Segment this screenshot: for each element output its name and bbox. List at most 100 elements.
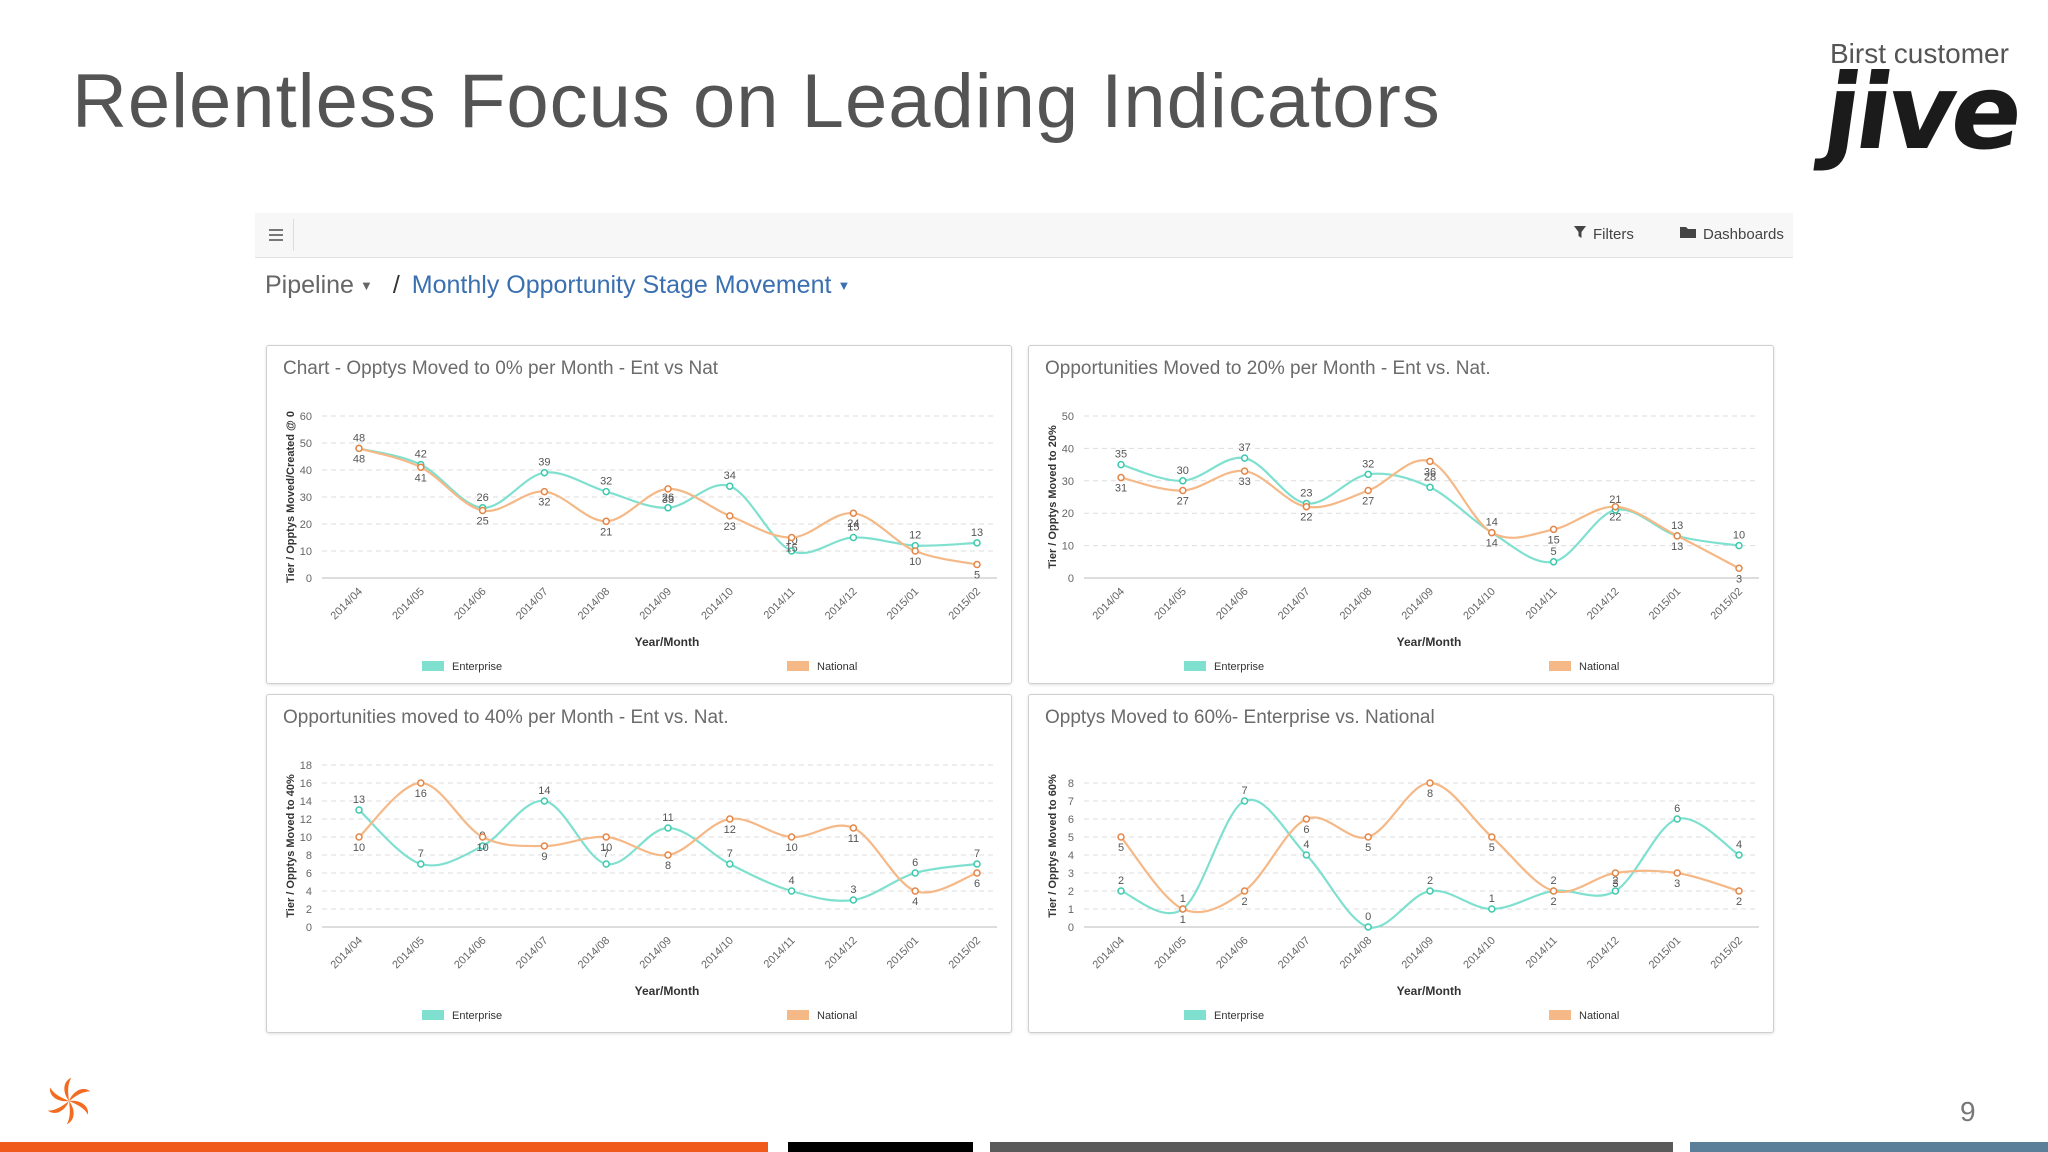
data-point	[1364, 833, 1372, 841]
data-point	[1117, 887, 1125, 895]
data-label: 8	[665, 860, 671, 872]
data-label: 5	[1489, 842, 1495, 854]
data-label: 13	[1671, 541, 1683, 553]
data-point	[1302, 502, 1311, 511]
x-tick-label: 2015/02	[947, 935, 984, 972]
y-tick-label: 0	[306, 922, 312, 934]
data-point	[787, 833, 796, 841]
x-axis-label: Year/Month	[635, 635, 700, 649]
data-point	[1179, 486, 1187, 495]
data-point	[602, 517, 610, 526]
breadcrumb: Pipeline ▼ / Monthly Opportunity Stage M…	[265, 265, 858, 305]
breadcrumb-current[interactable]: Monthly Opportunity Stage Movement	[411, 270, 832, 299]
data-label: 2	[1118, 875, 1124, 887]
data-label: 15	[1547, 534, 1559, 546]
data-label: 12	[909, 530, 921, 542]
data-label: 3	[1674, 878, 1680, 890]
y-tick-label: 2	[1068, 886, 1074, 898]
data-label: 35	[1115, 449, 1127, 461]
data-point	[478, 506, 487, 515]
series-line-national	[358, 781, 978, 894]
legend-label: National	[817, 1010, 857, 1022]
data-point	[1488, 905, 1496, 913]
data-label: 3	[1612, 878, 1618, 890]
legend-label: Enterprise	[1214, 661, 1264, 673]
data-point	[849, 896, 858, 904]
data-point	[664, 504, 672, 512]
x-tick-label: 2014/04	[1091, 935, 1128, 972]
toolbar: Filters Dashboards	[255, 213, 1793, 258]
data-point	[911, 869, 919, 877]
data-label: 6	[1303, 824, 1309, 836]
y-tick-label: 40	[300, 465, 312, 477]
x-tick-label: 2014/11	[1524, 586, 1560, 622]
y-tick-label: 40	[1062, 443, 1074, 455]
data-point	[849, 509, 858, 517]
y-tick-label: 50	[1062, 411, 1074, 423]
x-tick-label: 2014/06	[452, 935, 489, 972]
data-label: 4	[912, 896, 918, 908]
chart-title: Opportunities Moved to 20% per Month - E…	[1045, 358, 1491, 379]
data-point	[1549, 525, 1558, 534]
data-label: 21	[1609, 494, 1621, 506]
data-point	[973, 869, 981, 877]
x-tick-label: 2014/06	[1214, 586, 1251, 623]
x-axis-label: Year/Month	[1397, 984, 1462, 998]
data-label: 7	[1242, 785, 1248, 797]
chevron-down-icon[interactable]: ▼	[359, 277, 373, 293]
data-point	[1611, 502, 1620, 511]
data-label: 6	[974, 878, 980, 890]
filters-button[interactable]: Filters	[1573, 219, 1634, 249]
data-label: 11	[662, 812, 673, 824]
data-point	[540, 468, 549, 477]
data-point	[664, 485, 672, 493]
data-label: 2	[1551, 896, 1557, 908]
dashboards-button[interactable]: Dashboards	[1679, 219, 1784, 249]
data-label: 22	[1609, 512, 1621, 524]
data-label: 10	[600, 842, 612, 854]
breadcrumb-pipeline[interactable]: Pipeline	[265, 270, 354, 299]
data-point	[664, 851, 672, 859]
y-tick-label: 20	[1062, 508, 1074, 520]
x-tick-label: 2014/08	[576, 935, 613, 972]
x-tick-label: 2014/10	[699, 935, 736, 972]
chevron-down-icon[interactable]: ▼	[837, 277, 851, 293]
data-label: 5	[1551, 546, 1557, 558]
data-point	[787, 887, 796, 895]
data-point	[1364, 470, 1372, 479]
data-point	[973, 560, 981, 569]
data-point	[1735, 564, 1743, 573]
data-label: 28	[1424, 471, 1436, 483]
legend-swatch	[787, 1010, 809, 1020]
y-tick-label: 60	[300, 411, 312, 423]
y-tick-label: 30	[300, 492, 312, 504]
y-tick-label: 3	[1068, 868, 1074, 880]
chart-panel-60pct: Opptys Moved to 60%- Enterprise vs. Nati…	[1028, 694, 1774, 1033]
x-tick-label: 2014/08	[1338, 586, 1375, 623]
data-label: 2	[1551, 875, 1557, 887]
data-label: 5	[1118, 842, 1124, 854]
y-tick-label: 5	[1068, 832, 1074, 844]
y-tick-label: 1	[1068, 904, 1074, 916]
data-point	[1673, 815, 1681, 823]
data-point	[664, 824, 672, 832]
data-label: 1	[1180, 893, 1186, 905]
filters-label: Filters	[1593, 225, 1634, 243]
data-point	[1488, 833, 1496, 841]
data-point	[1302, 815, 1311, 823]
y-tick-label: 6	[306, 868, 312, 880]
data-point	[1673, 869, 1681, 877]
x-tick-label: 2014/06	[1214, 935, 1251, 972]
data-point	[1549, 887, 1558, 895]
data-point	[602, 860, 610, 868]
data-point	[355, 833, 363, 841]
legend-label: National	[1579, 1010, 1619, 1022]
data-point	[602, 833, 610, 841]
footer-bar-black	[788, 1142, 973, 1152]
data-label: 14	[1486, 538, 1498, 550]
x-tick-label: 2015/01	[1647, 935, 1684, 972]
y-tick-label: 0	[306, 573, 312, 585]
hamburger-icon[interactable]	[261, 219, 294, 251]
